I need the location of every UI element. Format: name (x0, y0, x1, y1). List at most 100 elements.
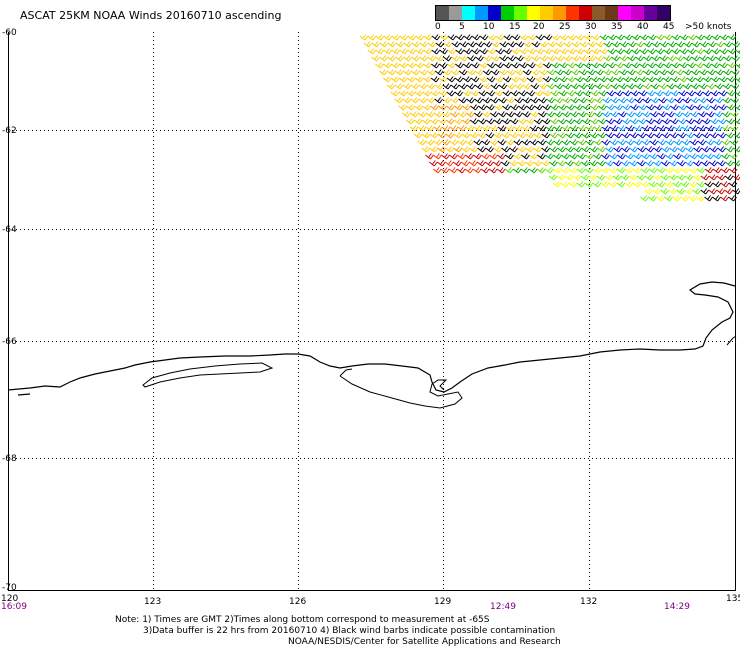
wind-barb (657, 153, 666, 160)
wind-barb (661, 118, 671, 125)
wind-barb (713, 153, 722, 160)
wind-barb (556, 174, 566, 181)
wind-barb (668, 188, 678, 195)
wind-barb (571, 55, 580, 62)
wind-barb (447, 34, 457, 41)
wind-barb (590, 104, 599, 111)
wind-barb (534, 90, 544, 97)
wind-barb (581, 118, 591, 125)
wind-barb (415, 48, 425, 55)
wind-barb (644, 188, 654, 195)
wind-barb (683, 55, 692, 62)
wind-barb (597, 132, 607, 139)
wind-barb (543, 48, 553, 55)
legend-swatch (527, 6, 540, 20)
wind-barb (541, 118, 551, 125)
wind-barb (578, 83, 588, 90)
wind-barb (650, 69, 660, 76)
wind-barb (414, 76, 424, 83)
wind-barb (674, 69, 684, 76)
wind-barb (591, 62, 600, 69)
wind-barb (698, 97, 708, 104)
wind-barb (630, 104, 639, 111)
wind-barb (509, 132, 519, 139)
lat-label: -64 (2, 225, 17, 235)
wind-barb (639, 48, 649, 55)
wind-barb (589, 118, 599, 125)
wind-barb (568, 181, 578, 188)
wind-barb (410, 69, 420, 76)
wind-barb (732, 160, 740, 167)
wind-barb (579, 55, 588, 62)
wind-barb (566, 90, 576, 97)
wind-barb (463, 34, 473, 41)
wind-speed-legend: 0 5 10 15 20 25 30 35 40 45 >50 knots (435, 5, 732, 34)
wind-barb (523, 41, 533, 48)
note-line: Note: 1) Times are GMT 2)Times along bot… (115, 615, 490, 625)
wind-barb (529, 139, 539, 146)
wind-barb (728, 195, 737, 202)
wind-barb (550, 76, 560, 83)
wind-barb (655, 34, 665, 41)
wind-barb (555, 55, 564, 62)
wind-barb (569, 125, 579, 132)
wind-barb (390, 76, 400, 83)
wind-barb (609, 139, 619, 146)
wind-barb (563, 55, 572, 62)
wind-barb (559, 34, 569, 41)
wind-barb (560, 167, 570, 174)
wind-barb (462, 104, 471, 111)
wind-barb (695, 62, 704, 69)
wind-barb (613, 132, 623, 139)
wind-barb (411, 41, 421, 48)
wind-barb (481, 125, 491, 132)
wind-barb (666, 97, 676, 104)
wind-barb (425, 139, 435, 146)
wind-barb (502, 104, 511, 111)
legend-swatch (631, 6, 644, 20)
wind-barb (450, 83, 460, 90)
wind-barb (704, 195, 713, 202)
wind-barb (594, 83, 604, 90)
wind-barb (487, 48, 497, 55)
wind-barb (727, 62, 736, 69)
wind-barb (437, 146, 446, 153)
wind-barb (640, 167, 650, 174)
legend-label: 10 (483, 22, 495, 32)
wind-barb (617, 139, 627, 146)
wind-barb (436, 160, 446, 167)
wind-barb (479, 62, 488, 69)
wind-barb (606, 104, 615, 111)
wind-barb (700, 174, 710, 181)
wind-barb (621, 132, 631, 139)
wind-barb (597, 118, 607, 125)
wind-barb (475, 41, 485, 48)
wind-barb (723, 55, 732, 62)
wind-barb (582, 90, 592, 97)
wind-barb (391, 34, 401, 41)
wind-barb (526, 104, 535, 111)
wind-barb (521, 125, 531, 132)
wind-barb (423, 34, 433, 41)
wind-barb (534, 104, 543, 111)
wind-barb (703, 48, 713, 55)
wind-barb (440, 167, 450, 174)
wind-barb (459, 55, 468, 62)
wind-barb (666, 69, 676, 76)
wind-barb (657, 125, 667, 132)
wind-barb (501, 118, 511, 125)
wind-barb (695, 34, 705, 41)
wind-barb (423, 48, 433, 55)
wind-barb (718, 104, 727, 111)
wind-barb (657, 139, 667, 146)
wind-barb (717, 118, 727, 125)
wind-barb (621, 146, 630, 153)
wind-barb (457, 125, 467, 132)
wind-barb (720, 181, 730, 188)
wind-barb (474, 111, 483, 118)
wind-barb (456, 167, 466, 174)
wind-barb (477, 146, 486, 153)
wind-barb (481, 153, 490, 160)
wind-barb (546, 69, 556, 76)
wind-barb (601, 153, 610, 160)
